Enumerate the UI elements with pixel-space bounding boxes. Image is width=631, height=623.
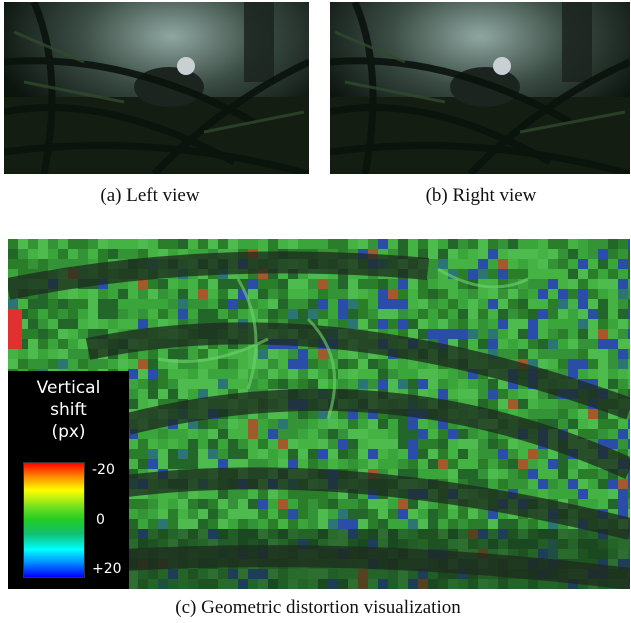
legend-title: Vertical shift (px) xyxy=(8,377,129,443)
legend-title-line: Vertical xyxy=(36,378,101,398)
jungle-scene-right xyxy=(330,2,630,174)
right-view-image xyxy=(330,2,630,174)
legend-title-line: shift xyxy=(50,400,87,420)
colorbar-gradient xyxy=(23,462,85,578)
caption-left-view: (a) Left view xyxy=(100,185,200,206)
colorbar-legend: Vertical shift (px) -20 0 +20 xyxy=(8,371,129,589)
jungle-scene-left xyxy=(4,2,309,174)
colorbar-tick-middle: 0 xyxy=(96,512,105,528)
distortion-map xyxy=(8,239,630,589)
caption-right-view: (b) Right view xyxy=(425,185,537,206)
legend-title-line: (px) xyxy=(51,422,86,442)
left-view-image xyxy=(4,2,309,174)
colorbar-tick-bottom: +20 xyxy=(92,561,122,577)
caption-distortion: (c) Geometric distortion visualization xyxy=(175,597,461,618)
colorbar-tick-top: -20 xyxy=(92,462,115,478)
distortion-visualization-image xyxy=(8,239,630,589)
